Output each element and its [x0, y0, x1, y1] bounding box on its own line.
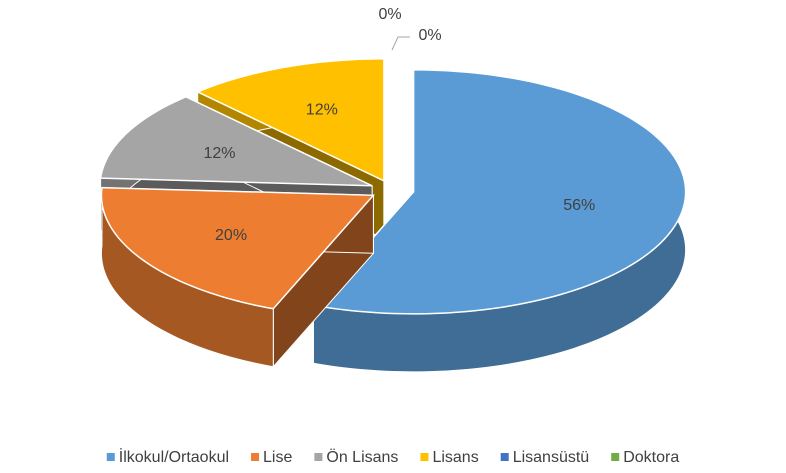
legend-swatch	[420, 453, 429, 461]
data-label: 12%	[203, 145, 235, 162]
legend-swatch	[611, 453, 620, 461]
data-label: 56%	[563, 197, 595, 214]
legend-swatch	[314, 453, 323, 461]
slice	[195, 58, 385, 183]
slice	[99, 96, 373, 187]
slice	[312, 69, 687, 315]
legend-label: Lise	[263, 449, 292, 466]
legend-label: Lisansüstü	[513, 449, 590, 466]
legend-label: Lisans	[432, 449, 478, 466]
legend-swatch	[500, 453, 509, 461]
slice	[100, 186, 376, 310]
legend-label: İlkokul/Ortaokul	[119, 447, 229, 466]
legend-swatch	[106, 453, 115, 461]
leader-line	[391, 36, 410, 51]
data-label: 0%	[418, 27, 441, 44]
data-label: 0%	[378, 6, 401, 23]
legend-label: Ön Lisans	[326, 448, 398, 466]
legend-label: Doktora	[623, 449, 679, 466]
legend-swatch	[251, 453, 260, 461]
data-label: 12%	[306, 102, 338, 119]
data-label: 20%	[215, 227, 247, 244]
